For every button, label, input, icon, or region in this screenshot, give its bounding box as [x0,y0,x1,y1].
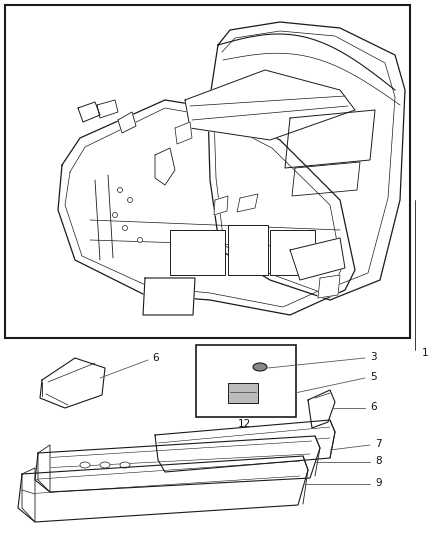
Polygon shape [290,238,345,280]
Polygon shape [237,194,258,212]
Text: 1: 1 [422,348,429,358]
Circle shape [127,198,133,203]
Bar [196,345,296,417]
Text: 5: 5 [370,372,377,382]
Polygon shape [214,196,228,215]
Polygon shape [40,358,105,408]
Polygon shape [155,420,335,472]
Polygon shape [285,110,375,168]
Polygon shape [58,100,355,315]
Ellipse shape [253,363,267,371]
Polygon shape [118,112,136,133]
Polygon shape [208,22,405,300]
Bar [228,225,268,275]
Bar [170,230,225,275]
Polygon shape [155,148,175,185]
Polygon shape [185,70,355,140]
Polygon shape [175,122,192,144]
Circle shape [117,188,123,192]
Text: 3: 3 [370,352,377,362]
Ellipse shape [120,462,130,468]
Ellipse shape [80,462,90,468]
Text: 12: 12 [237,419,251,429]
Text: 7: 7 [375,439,381,449]
Polygon shape [18,456,308,522]
Polygon shape [38,445,50,492]
Circle shape [113,213,117,217]
Polygon shape [318,275,340,298]
Polygon shape [143,278,195,315]
Bar [228,383,258,403]
Text: 6: 6 [370,402,377,412]
Polygon shape [308,390,335,428]
Polygon shape [97,100,118,118]
Text: 8: 8 [375,456,381,466]
Text: 6: 6 [152,353,159,363]
Circle shape [138,238,142,243]
Polygon shape [22,468,35,522]
Bar [5,5,410,338]
Text: 9: 9 [375,478,381,488]
Polygon shape [292,162,360,196]
Circle shape [123,225,127,230]
Bar [270,230,315,275]
Polygon shape [35,436,320,492]
Ellipse shape [100,462,110,468]
Polygon shape [78,102,100,122]
